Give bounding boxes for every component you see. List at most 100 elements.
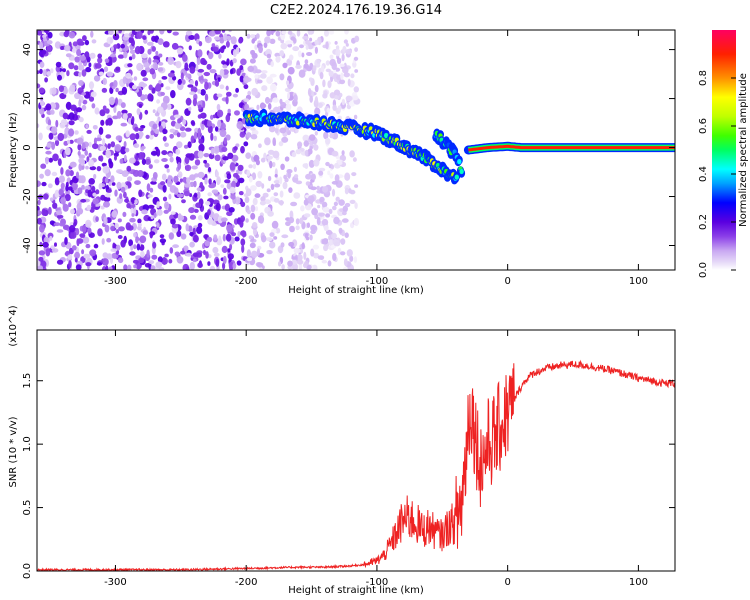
noise-blob <box>70 104 77 112</box>
noise-blob <box>119 193 123 200</box>
noise-blob <box>238 177 245 184</box>
noise-blob <box>198 41 203 47</box>
noise-blob <box>65 184 69 192</box>
noise-blob <box>334 174 340 183</box>
noise-blob <box>85 219 92 228</box>
noise-blob <box>90 30 94 38</box>
noise-blob <box>150 181 157 185</box>
noise-blob <box>257 215 262 223</box>
noise-blob <box>70 230 77 239</box>
noise-blob <box>296 259 304 265</box>
noise-blob <box>103 201 110 208</box>
noise-blob <box>293 247 301 254</box>
noise-blob <box>120 146 127 155</box>
noise-blob <box>278 261 282 267</box>
noise-blob <box>137 170 144 177</box>
noise-blob <box>82 236 90 244</box>
noise-blob <box>325 68 331 73</box>
snr-frame <box>36 329 676 572</box>
noise-blob <box>177 118 182 124</box>
noise-blob <box>297 141 303 148</box>
noise-blob <box>76 207 84 215</box>
noise-blob <box>267 175 272 182</box>
noise-blob <box>236 68 242 76</box>
noise-blob <box>134 180 141 186</box>
noise-blob <box>121 109 128 115</box>
noise-blob <box>337 105 342 111</box>
noise-blob <box>158 125 164 133</box>
colorbar-tick-label: 0.4 <box>698 166 709 182</box>
noise-blob <box>293 166 297 173</box>
noise-blob <box>316 217 321 226</box>
noise-blob <box>333 241 341 247</box>
noise-blob <box>54 242 57 247</box>
y-tick-label: 1.0 <box>22 436 33 452</box>
noise-blob <box>343 258 348 267</box>
noise-blob <box>345 95 353 102</box>
noise-blob <box>136 31 143 39</box>
noise-blob <box>122 113 128 121</box>
colorbar-tick-label: 0.8 <box>698 70 709 86</box>
noise-blob <box>274 183 281 188</box>
noise-blob <box>265 96 270 104</box>
noise-blob <box>83 253 91 259</box>
noise-blob <box>278 141 284 147</box>
noise-blob <box>166 168 170 173</box>
noise-blob <box>100 194 106 201</box>
noise-blob <box>134 126 140 132</box>
noise-blob <box>153 212 157 218</box>
noise-blob <box>94 107 100 115</box>
noise-blob <box>261 103 267 109</box>
noise-blob <box>69 139 74 144</box>
noise-blob <box>198 143 205 152</box>
noise-blob <box>138 127 144 132</box>
noise-blob <box>156 148 161 157</box>
noise-blob <box>169 128 176 133</box>
noise-blob <box>78 64 85 71</box>
noise-blob <box>328 234 332 241</box>
noise-blob <box>250 49 256 56</box>
noise-blob <box>285 100 290 104</box>
noise-blob <box>251 87 259 96</box>
noise-blob <box>78 116 84 123</box>
y-tick-label: 0.5 <box>22 500 33 516</box>
noise-blob <box>115 244 121 251</box>
noise-blob <box>84 51 90 59</box>
noise-blob <box>86 204 92 211</box>
noise-blob <box>335 45 340 50</box>
noise-blob <box>140 83 148 88</box>
noise-blob <box>91 185 96 192</box>
noise-blob <box>68 186 73 191</box>
noise-blob <box>351 95 359 101</box>
noise-blob <box>200 123 205 131</box>
noise-blob <box>174 251 180 257</box>
noise-blob <box>171 223 179 229</box>
noise-blob <box>321 201 328 208</box>
noise-blob <box>222 187 227 195</box>
noise-blob <box>223 137 227 145</box>
noise-blob <box>220 217 228 222</box>
noise-blob <box>273 198 280 203</box>
noise-blob <box>338 199 345 206</box>
noise-blob <box>90 91 97 98</box>
noise-blob <box>131 30 135 35</box>
noise-blob <box>74 56 80 63</box>
noise-blob <box>210 132 214 141</box>
noise-blob <box>205 251 209 259</box>
noise-blob <box>167 30 172 34</box>
noise-blob <box>143 62 150 68</box>
noise-blob <box>115 87 119 93</box>
noise-blob <box>187 84 194 88</box>
noise-blob <box>76 137 84 145</box>
noise-blob <box>81 69 87 77</box>
colorbar: 0.0 0.2 0.4 0.6 0.8 Normalized spectral ampl… <box>698 30 749 278</box>
noise-blob <box>308 77 313 82</box>
noise-blob <box>37 123 40 129</box>
noise-blob <box>213 252 220 257</box>
noise-blob <box>185 266 190 270</box>
noise-blob <box>92 198 99 205</box>
noise-blob <box>94 63 102 69</box>
noise-blob <box>135 132 140 140</box>
noise-blob <box>159 234 165 239</box>
